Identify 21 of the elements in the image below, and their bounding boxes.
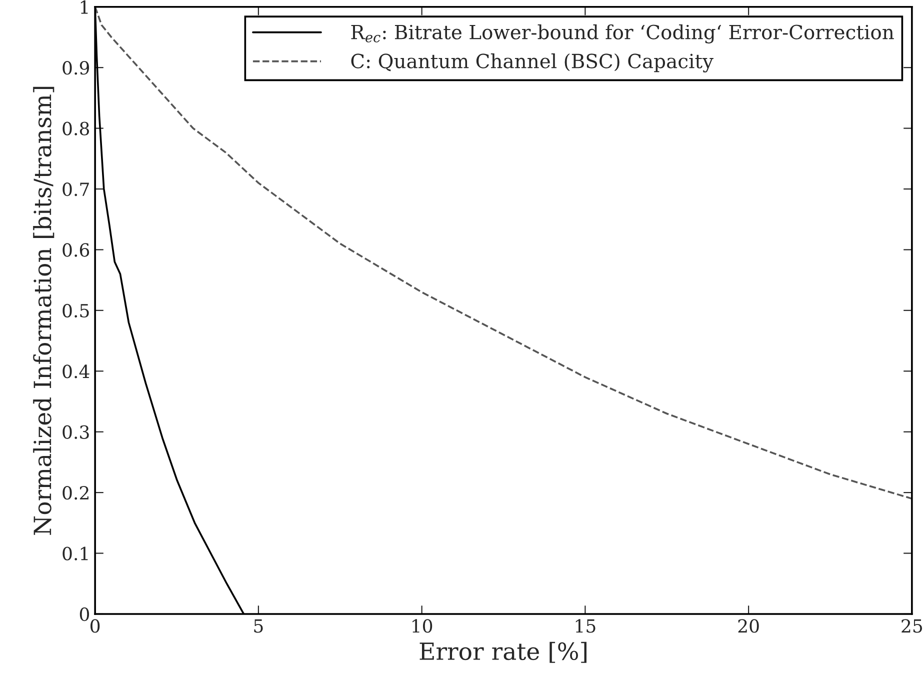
y-tick-label: 0.9 <box>62 61 89 75</box>
y-tick-label: 0 <box>80 607 90 622</box>
x-axis-title: Error rate [%] <box>420 642 586 663</box>
x-tick-label: 5 <box>254 619 263 633</box>
y-axis-title: Normalized Information [bits/transm] <box>33 86 54 535</box>
x-tick-label: 25 <box>902 619 922 633</box>
legend-label: R$_{ec}$: Bitrate Lower-bound for ‘Coding‘ Error-Correction <box>351 24 894 44</box>
x-tick-label: 15 <box>576 619 596 633</box>
x-tick-label: 10 <box>412 619 432 633</box>
y-tick-label: 0.5 <box>62 304 89 318</box>
legend-label: C: Quantum Channel (BSC) Capacity <box>351 53 714 72</box>
x-tick-label: 0 <box>90 619 100 633</box>
y-tick-label: 0.6 <box>62 243 90 257</box>
y-tick-label: 0.8 <box>62 122 89 136</box>
y-tick-label: 0.7 <box>62 182 89 196</box>
y-tick-label: 1 <box>80 0 88 14</box>
y-tick-label: 0.1 <box>62 546 88 560</box>
y-tick-label: 0.4 <box>62 364 90 378</box>
y-tick-label: 0.2 <box>62 486 88 500</box>
x-tick-label: 20 <box>738 619 759 633</box>
y-tick-label: 0.3 <box>62 425 89 439</box>
